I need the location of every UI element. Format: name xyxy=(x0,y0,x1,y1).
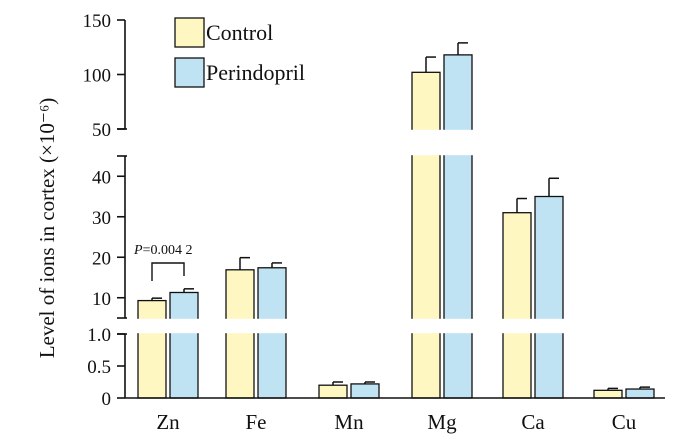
break-gap-mask xyxy=(127,129,667,156)
bars-layer xyxy=(137,54,655,399)
y-tick-label: 10 xyxy=(92,289,111,310)
y-tick-label: 0 xyxy=(102,389,112,410)
x-category-label: Fe xyxy=(246,410,267,434)
y-tick-label: 50 xyxy=(92,120,111,141)
y-tick-label: 150 xyxy=(83,11,112,32)
y-tick-label: 1.0 xyxy=(87,325,111,346)
bar-mn-control xyxy=(318,384,348,399)
p-value-label: P=0.004 2 xyxy=(133,243,192,258)
x-category-label: Zn xyxy=(156,410,180,434)
legend-swatch-perindopril xyxy=(174,57,205,88)
x-category-label: Ca xyxy=(521,410,545,434)
bar-mg-control xyxy=(411,71,441,399)
x-category-label: Cu xyxy=(612,410,637,434)
bar-zn-perindopril xyxy=(169,291,199,399)
legend-label: Perindopril xyxy=(206,60,305,85)
y-tick-label: 40 xyxy=(92,167,111,188)
significance-bracket xyxy=(151,262,185,281)
legend-swatch-control xyxy=(174,17,205,48)
x-category-label: Mg xyxy=(427,410,457,434)
y-axis: 0 0.5 1.0 10 20 30 40 50 100 150 xyxy=(83,11,665,410)
legend-label: Control xyxy=(206,20,273,45)
x-category-label: Mn xyxy=(334,410,364,434)
legend: Control Perindopril xyxy=(174,17,305,88)
p-symbol: P xyxy=(133,243,143,258)
bar-mn-perindopril xyxy=(350,383,380,399)
bar-ca-control xyxy=(502,212,532,399)
break-gap-mask xyxy=(127,318,667,334)
bar-cu-perindopril xyxy=(625,388,655,399)
p-value-text: =0.004 2 xyxy=(143,243,193,258)
y-axis-title: Level of ions in cortex (×10⁻⁶) xyxy=(35,98,59,359)
bar-zn-control xyxy=(137,299,167,399)
y-tick-label: 0.5 xyxy=(87,357,111,378)
bar-fe-control xyxy=(225,269,255,399)
bar-mg-perindopril xyxy=(443,54,473,399)
bar-cu-control xyxy=(593,389,623,399)
bar-ca-perindopril xyxy=(534,195,564,399)
x-axis-labels: Zn Fe Mn Mg Ca Cu xyxy=(156,410,636,434)
y-tick-label: 100 xyxy=(83,66,112,87)
significance-annotation: P=0.004 2 xyxy=(133,243,192,281)
error-bars-layer xyxy=(127,42,667,391)
y-tick-label: 20 xyxy=(92,248,111,269)
y-tick-label: 30 xyxy=(92,208,111,229)
